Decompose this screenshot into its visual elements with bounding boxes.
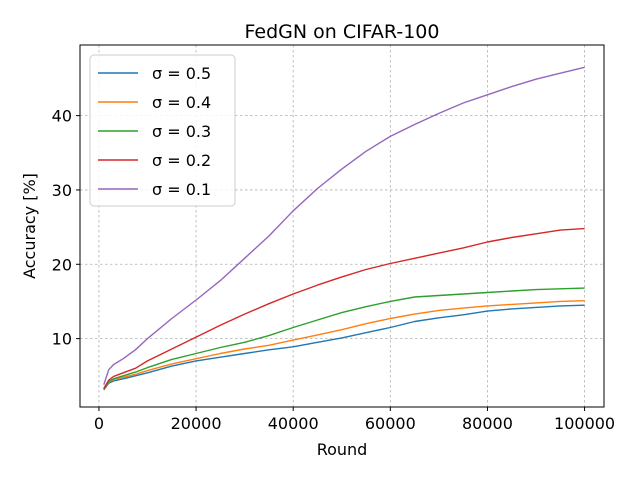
y-tick-label: 20 bbox=[52, 255, 72, 274]
x-tick-label: 60000 bbox=[365, 414, 416, 433]
series-lines bbox=[103, 66, 585, 391]
legend-label: σ = 0.1 bbox=[152, 180, 211, 199]
legend-label: σ = 0.4 bbox=[152, 93, 211, 112]
x-axis-ticks: 0 20000 40000 60000 80000 100000 bbox=[94, 407, 615, 433]
y-tick-label: 30 bbox=[52, 181, 72, 200]
x-axis-label: Round bbox=[317, 440, 368, 459]
series-line-3 bbox=[103, 287, 585, 390]
x-tick-label: 20000 bbox=[171, 414, 222, 433]
legend-label: σ = 0.5 bbox=[152, 64, 211, 83]
y-axis-ticks: 10 20 30 40 bbox=[52, 107, 80, 349]
legend-label: σ = 0.3 bbox=[152, 122, 211, 141]
series-line-2 bbox=[103, 300, 585, 390]
chart-title: FedGN on CIFAR-100 bbox=[245, 21, 440, 43]
legend-label: σ = 0.2 bbox=[152, 151, 211, 170]
x-tick-label: 80000 bbox=[462, 414, 513, 433]
x-tick-label: 40000 bbox=[268, 414, 319, 433]
x-tick-label: 100000 bbox=[554, 414, 615, 433]
y-tick-label: 40 bbox=[52, 107, 72, 126]
y-axis-label: Accuracy [%] bbox=[20, 173, 39, 279]
y-tick-label: 10 bbox=[52, 330, 72, 349]
plot-frame bbox=[79, 44, 605, 408]
series-line-5 bbox=[103, 66, 585, 385]
x-tick-label: 0 bbox=[94, 414, 104, 433]
legend-box bbox=[89, 54, 236, 207]
series-line-1 bbox=[103, 304, 585, 391]
series-line-4 bbox=[103, 227, 585, 389]
legend: σ = 0.5 σ = 0.4 σ = 0.3 σ = 0.2 σ = 0.1 bbox=[89, 54, 236, 207]
